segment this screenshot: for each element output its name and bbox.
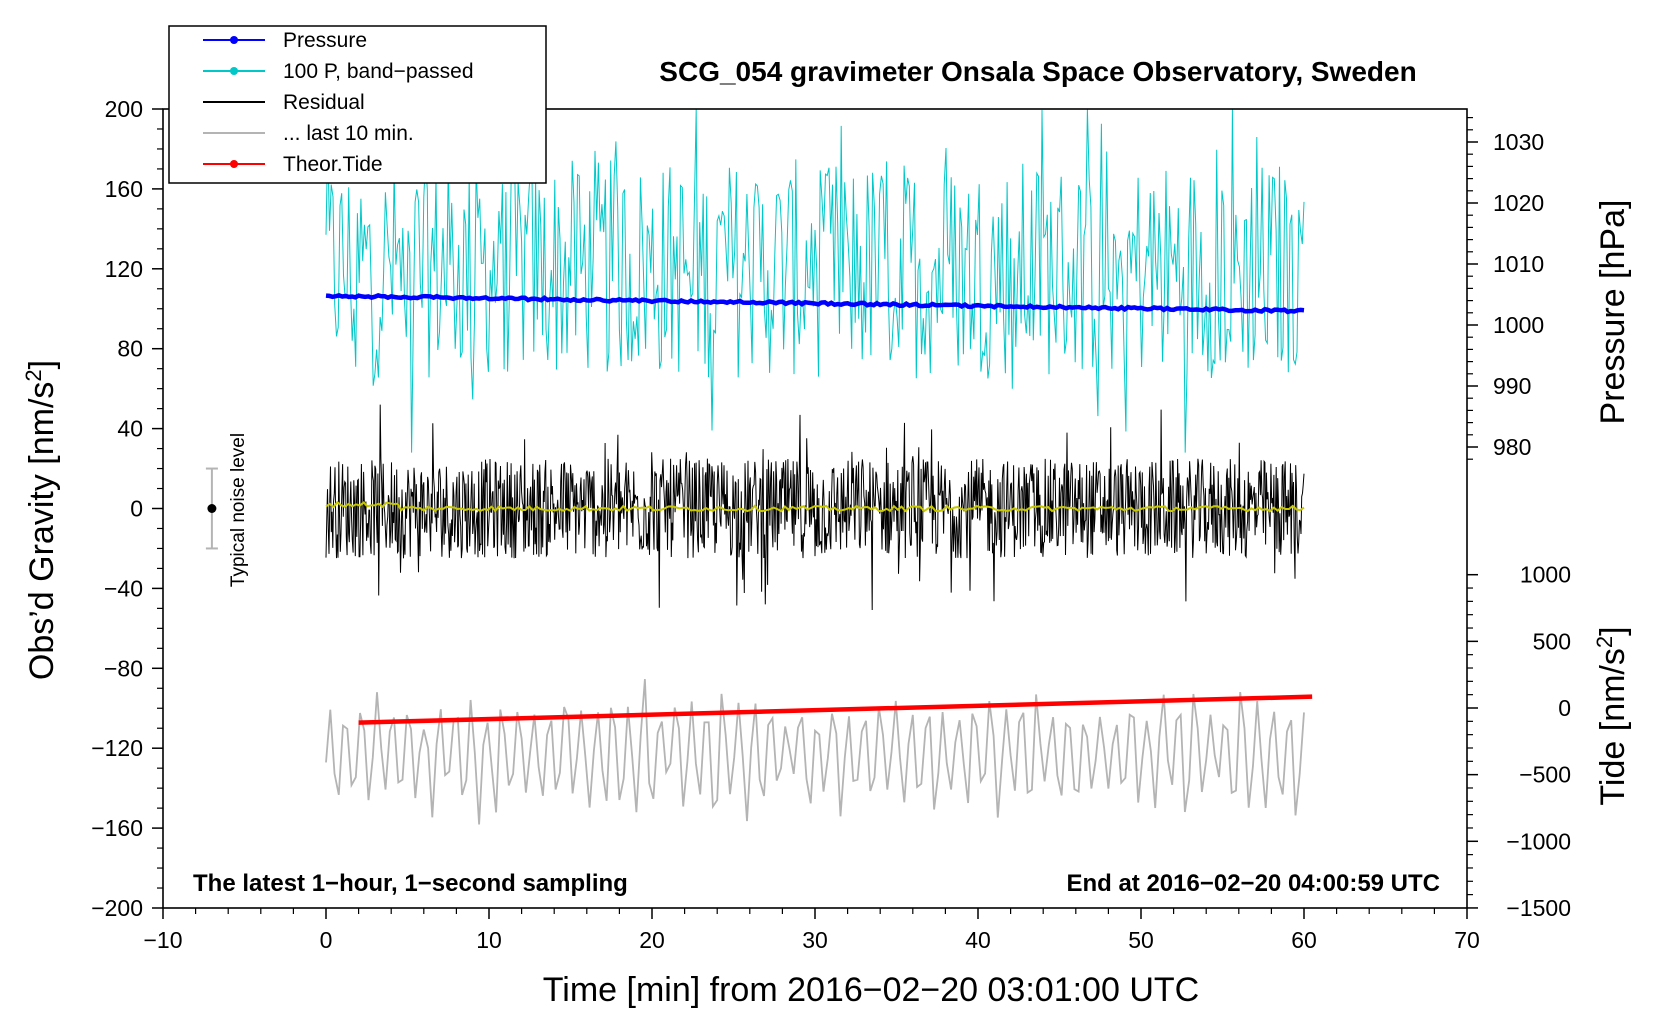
legend-marker (230, 36, 238, 44)
tide-tick-label: −1500 (1506, 895, 1571, 921)
y-axis-title-left: Obs’d Gravity [nm/s2] (21, 360, 61, 680)
y-axis-title-tide: Tide [nm/s2] (1592, 626, 1632, 805)
pressure-tick-label: 980 (1493, 434, 1531, 460)
tide-tick-label: −1000 (1506, 828, 1571, 854)
x-tick-label: 60 (1291, 927, 1317, 953)
legend-label: Pressure (283, 29, 367, 52)
y-axis-title-pressure: Pressure [hPa] (1594, 200, 1632, 425)
pressure-tick-label: 1010 (1493, 251, 1544, 277)
y-tick-label: 160 (105, 176, 143, 202)
y-tick-label: −200 (91, 895, 143, 921)
legend-box (168, 25, 547, 184)
legend-label: 100 P, band−passed (283, 60, 474, 83)
pressure-tick-label: 990 (1493, 373, 1531, 399)
series-band-passed (325, 108, 1305, 453)
y-tick-label: −120 (91, 735, 143, 761)
pressure-tick-label: 1030 (1493, 129, 1544, 155)
legend-label: Residual (283, 91, 365, 114)
x-tick-label: −10 (143, 927, 182, 953)
x-tick-label: 50 (1128, 927, 1154, 953)
chart-title: SCG_054 gravimeter Onsala Space Observat… (659, 56, 1416, 87)
note-end-time: End at 2016−02−20 04:00:59 UTC (1066, 870, 1440, 897)
legend-label: Theor.Tide (283, 153, 383, 176)
series-group (325, 108, 1313, 825)
x-tick-label: 10 (476, 927, 502, 953)
x-tick-label: 70 (1454, 927, 1480, 953)
series-residual (325, 404, 1305, 611)
tide-tick-label: −500 (1519, 762, 1571, 788)
series-residual-smoothed (325, 500, 1305, 513)
y-tick-label: 0 (130, 496, 143, 522)
legend: Pressure 100 P, band−passed Residual ... la… (168, 25, 547, 184)
tide-tick-label: 500 (1533, 628, 1571, 654)
y-tick-label: −160 (91, 815, 143, 841)
note-sampling: The latest 1−hour, 1−second sampling (193, 870, 628, 897)
axes-group: −10 0 10 20 30 40 50 60 7020016012080400−40−80−1… (91, 96, 1571, 953)
y-tick-label: 80 (117, 336, 143, 362)
y-tick-label: 200 (105, 96, 143, 122)
legend-marker (230, 67, 238, 75)
noise-level-bar (205, 467, 218, 550)
y-tick-label: −40 (104, 575, 143, 601)
x-tick-label: 20 (639, 927, 665, 953)
y-tick-label: 40 (117, 416, 143, 442)
series-theor-tide (358, 694, 1313, 725)
legend-label: ... last 10 min. (283, 122, 414, 145)
y-tick-label: −80 (104, 655, 143, 681)
x-tick-label: 30 (802, 927, 828, 953)
series-pressure (325, 293, 1305, 315)
noise-bar-point (207, 504, 217, 513)
legend-marker (230, 160, 238, 168)
pressure-tick-label: 1000 (1493, 312, 1544, 338)
x-tick-label: 0 (320, 927, 333, 953)
tide-tick-label: 0 (1558, 695, 1571, 721)
x-axis-title: Time [min] from 2016−02−20 03:01:00 UTC (543, 971, 1199, 1009)
x-tick-label: 40 (965, 927, 991, 953)
noise-level-label: Typical noise level (228, 433, 249, 587)
pressure-tick-label: 1020 (1493, 190, 1544, 216)
y-tick-label: 120 (105, 256, 143, 282)
series-last-10-min (325, 679, 1305, 825)
tide-tick-label: 1000 (1520, 562, 1571, 588)
